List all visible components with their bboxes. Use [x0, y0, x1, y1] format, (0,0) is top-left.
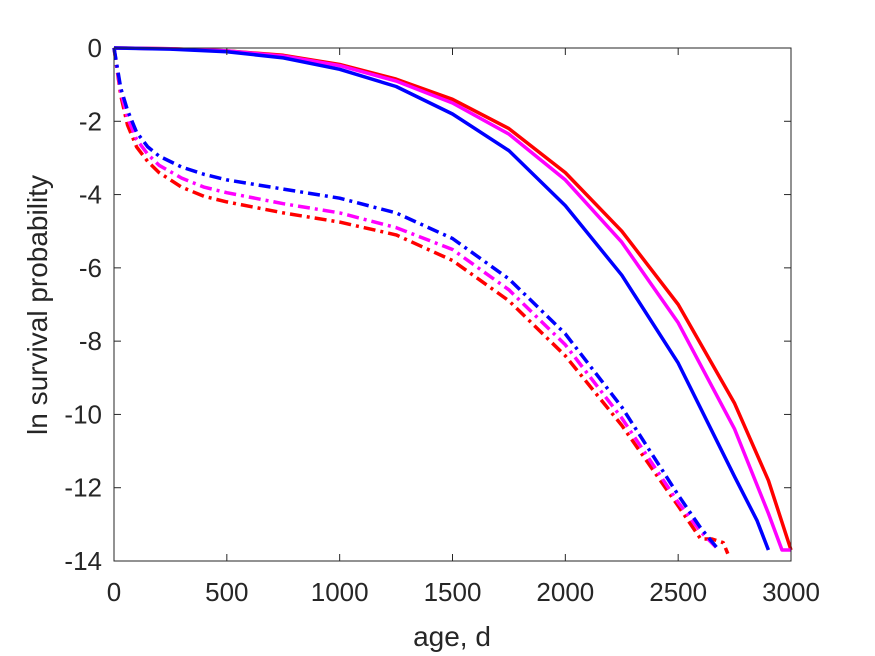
series-layer — [112, 46, 793, 555]
y-tick-label: -8 — [79, 326, 102, 356]
y-axis-label: ln survival probability — [22, 175, 53, 435]
x-tick-label: 500 — [205, 577, 248, 607]
x-tick-label: 2000 — [536, 577, 594, 607]
y-tick-label: 0 — [88, 33, 102, 63]
series-line-5 — [112, 47, 721, 552]
x-tick-label: 0 — [107, 577, 121, 607]
series-line-6 — [112, 47, 721, 552]
x-tick-label: 3000 — [762, 577, 820, 607]
y-tick-label: -10 — [64, 399, 102, 429]
y-tick-label: -4 — [79, 180, 102, 210]
x-axis-label: age, d — [413, 621, 491, 652]
x-tick-label: 1000 — [311, 577, 369, 607]
y-tick-label: -12 — [64, 473, 102, 503]
plot-area — [114, 48, 791, 561]
series-line-3 — [113, 46, 771, 551]
y-tick-label: -6 — [79, 253, 102, 283]
tick-layer: 0 500 1000 1500 2000 2500 3000 0 -2 -4 -6 -8 -10 -12 -… — [64, 33, 820, 607]
x-tick-label: 2500 — [649, 577, 707, 607]
y-tick-label: -2 — [79, 106, 102, 136]
x-tick-label: 1500 — [424, 577, 482, 607]
y-tick-label: -14 — [64, 546, 102, 576]
series-line-4 — [112, 47, 730, 555]
